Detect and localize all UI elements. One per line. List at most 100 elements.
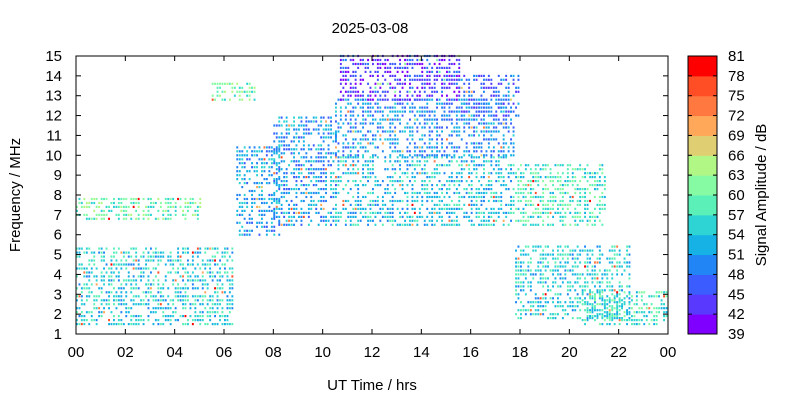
data-cell	[199, 323, 202, 326]
data-cell	[416, 199, 419, 203]
data-cell	[278, 166, 281, 169]
data-cell	[416, 58, 419, 62]
data-cell	[529, 289, 532, 292]
data-cell	[458, 199, 461, 203]
data-cell	[302, 176, 305, 179]
data-cell	[431, 66, 434, 69]
data-cell	[325, 152, 327, 155]
data-cell	[315, 176, 318, 179]
data-cell	[359, 207, 362, 210]
data-cell	[413, 122, 416, 125]
data-cell	[132, 315, 135, 318]
data-cell	[76, 319, 78, 322]
data-cell	[189, 205, 192, 208]
data-cell	[524, 245, 527, 248]
data-cell	[423, 142, 426, 145]
data-cell	[569, 269, 572, 272]
data-cell	[517, 199, 520, 203]
colorbar-segment	[688, 314, 717, 335]
data-cell	[110, 263, 113, 266]
data-cell	[601, 172, 604, 175]
data-cell	[127, 271, 130, 274]
data-cell	[468, 106, 471, 109]
data-cell	[487, 219, 490, 222]
data-cell	[433, 176, 436, 179]
data-cell	[621, 273, 623, 276]
data-cell	[270, 150, 273, 153]
data-cell	[401, 82, 404, 85]
data-cell	[367, 62, 369, 66]
data-cell	[349, 130, 352, 133]
data-cell	[411, 219, 414, 222]
data-cell	[349, 203, 352, 206]
data-cell	[574, 168, 577, 171]
data-cell	[113, 295, 115, 298]
data-cell	[157, 209, 160, 212]
data-cell	[391, 74, 394, 77]
data-cell	[389, 74, 392, 77]
data-cell	[120, 259, 123, 262]
data-cell	[312, 120, 315, 123]
data-cell	[184, 201, 187, 205]
data-cell	[105, 303, 108, 306]
data-cell	[611, 257, 614, 260]
data-cell	[172, 299, 175, 302]
data-cell	[310, 172, 313, 175]
data-cell	[164, 197, 167, 201]
data-cell	[103, 217, 105, 220]
data-cell	[436, 102, 438, 105]
data-cell	[500, 195, 503, 199]
data-cell	[581, 176, 584, 179]
data-cell	[394, 138, 397, 141]
data-cell	[431, 150, 434, 153]
data-cell	[448, 106, 451, 109]
data-cell	[431, 219, 434, 222]
data-cell	[238, 158, 241, 161]
data-cell	[137, 315, 140, 318]
data-cell	[113, 315, 115, 318]
data-cell	[182, 247, 184, 250]
data-cell	[423, 219, 426, 222]
data-cell	[344, 207, 347, 210]
data-cell	[152, 311, 155, 314]
data-cell	[433, 223, 436, 226]
data-cell	[342, 86, 345, 89]
data-cell	[480, 164, 483, 167]
data-cell	[453, 98, 456, 101]
data-cell	[159, 287, 162, 290]
data-cell	[216, 279, 219, 282]
data-cell	[505, 94, 508, 97]
data-cell	[278, 215, 281, 218]
data-cell	[448, 78, 451, 81]
data-cell	[436, 195, 438, 199]
data-cell	[428, 146, 431, 149]
data-cell	[557, 249, 559, 252]
data-cell	[480, 150, 483, 153]
data-cell	[557, 293, 559, 296]
data-cell	[127, 279, 130, 282]
data-cell	[339, 66, 342, 69]
data-cell	[357, 160, 360, 163]
data-cell	[411, 176, 414, 179]
data-cell	[446, 118, 448, 121]
data-cell	[76, 311, 78, 314]
data-cell	[125, 213, 128, 216]
data-cell	[196, 251, 199, 254]
data-cell	[552, 269, 554, 272]
data-cell	[621, 307, 623, 310]
data-cell	[246, 90, 249, 93]
data-cell	[159, 259, 162, 262]
data-cell	[335, 130, 337, 133]
data-cell	[520, 180, 522, 183]
data-cell	[354, 203, 357, 206]
data-cell	[263, 170, 266, 173]
data-cell	[187, 209, 189, 212]
data-cell	[100, 247, 103, 250]
data-cell	[140, 275, 142, 278]
data-cell	[404, 74, 406, 77]
data-cell	[500, 110, 503, 113]
data-cell	[463, 215, 466, 218]
data-cell	[307, 132, 310, 135]
data-cell	[441, 156, 443, 159]
data-cell	[354, 90, 357, 93]
